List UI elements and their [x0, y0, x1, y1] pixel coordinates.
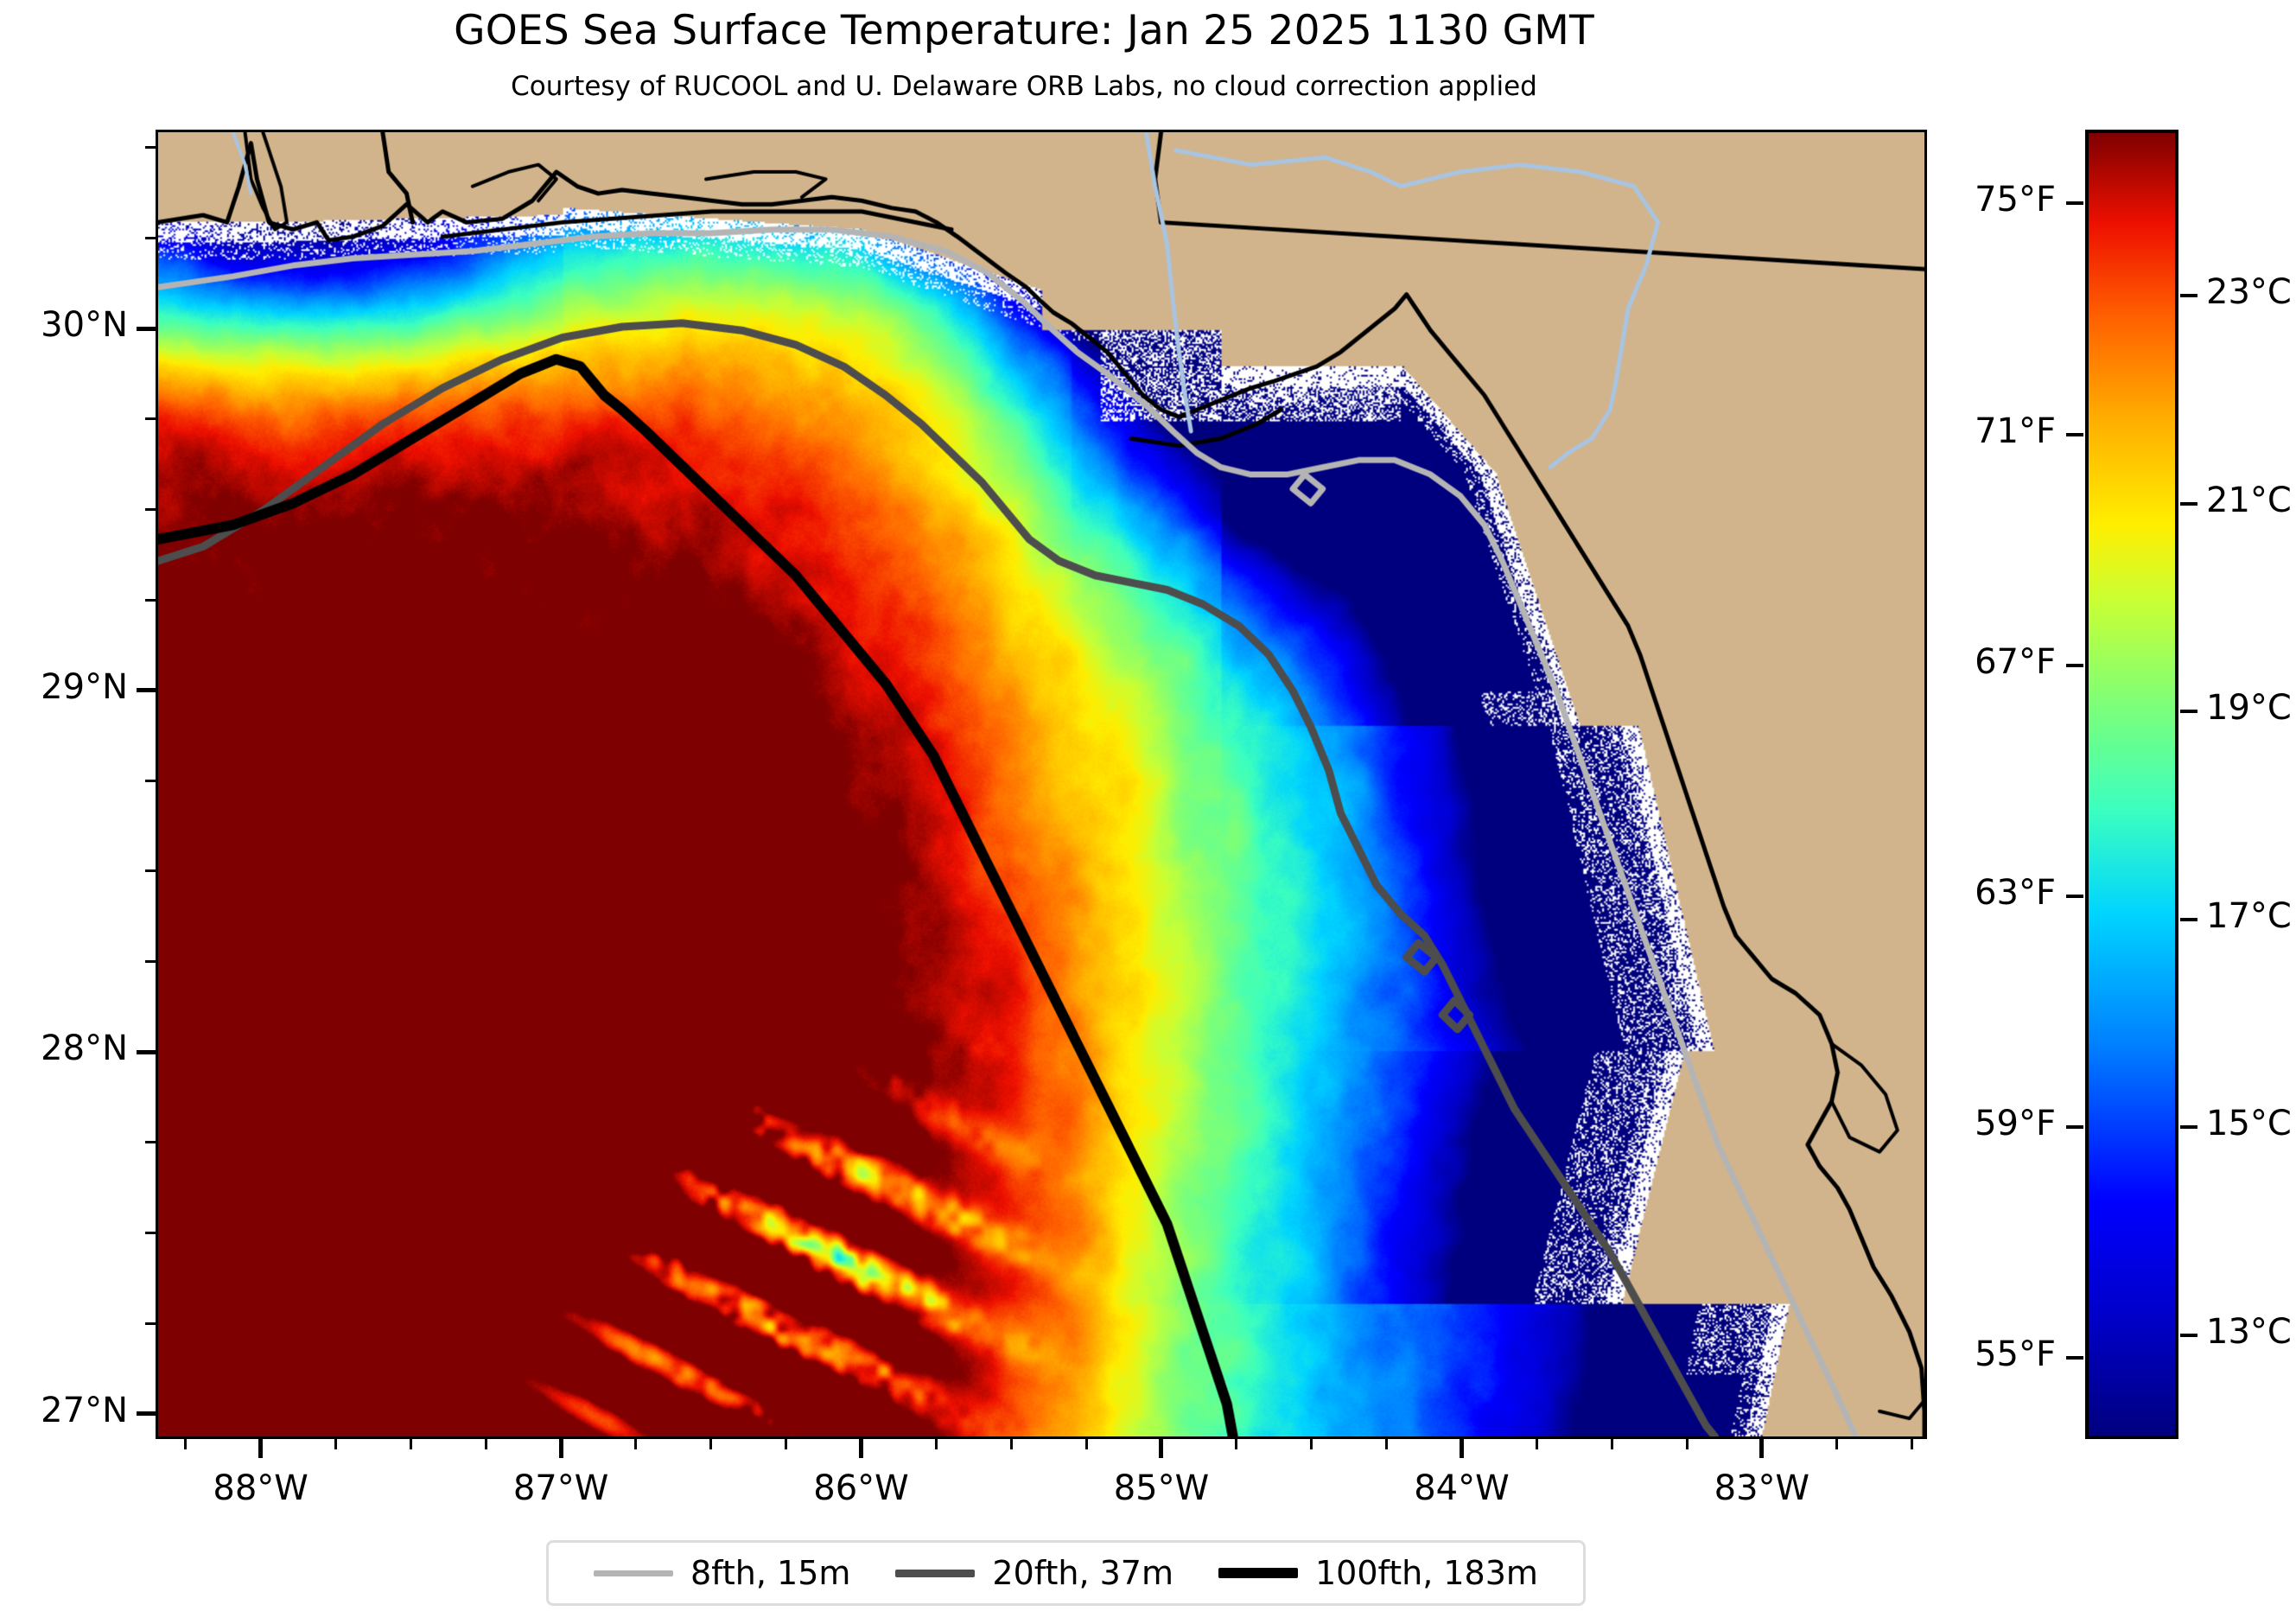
colorbar-fahrenheit-label: 59°F: [1975, 1104, 2056, 1144]
bathymetry-legend: 8fth, 15m 20fth, 37m 100fth, 183m: [546, 1540, 1586, 1606]
x-axis-minor-tick: [409, 1439, 412, 1449]
x-axis-minor-tick: [709, 1439, 713, 1449]
map-plot-area: [156, 130, 1927, 1439]
y-axis-label: 27°N: [41, 1390, 128, 1430]
x-axis-minor-tick: [1535, 1439, 1538, 1449]
legend-line-swatch: [895, 1569, 976, 1577]
x-axis-minor-tick: [184, 1439, 188, 1449]
y-axis-major-tick: [137, 326, 156, 331]
colorbar-fahrenheit-tick: [2066, 663, 2083, 667]
x-axis-major-tick: [859, 1439, 864, 1458]
colorbar-celsius-label: 23°C: [2206, 272, 2292, 313]
legend-label: 100fth, 183m: [1314, 1554, 1538, 1592]
x-axis-minor-tick: [1685, 1439, 1689, 1449]
y-axis-minor-tick: [145, 507, 156, 511]
colorbar-fahrenheit-label: 75°F: [1975, 180, 2056, 220]
x-axis-major-tick: [558, 1439, 563, 1458]
y-axis-minor-tick: [145, 960, 156, 964]
colorbar-celsius-tick: [2180, 501, 2197, 506]
colorbar-celsius-label: 13°C: [2206, 1311, 2292, 1352]
x-axis-major-tick: [1759, 1439, 1765, 1458]
colorbar-celsius-tick: [2180, 917, 2197, 921]
x-axis-minor-tick: [1385, 1439, 1389, 1449]
x-axis-minor-tick: [484, 1439, 487, 1449]
x-axis-minor-tick: [1835, 1439, 1839, 1449]
map-overlay-layer: [158, 132, 1924, 1436]
x-axis-minor-tick: [1310, 1439, 1313, 1449]
x-axis-minor-tick: [634, 1439, 638, 1449]
x-axis-label: 87°W: [512, 1468, 609, 1508]
y-axis-label: 30°N: [41, 305, 128, 346]
y-axis-minor-tick: [145, 417, 156, 421]
legend-item: 20fth, 37m: [895, 1554, 1173, 1592]
figure-title: GOES Sea Surface Temperature: Jan 25 202…: [454, 7, 1594, 54]
colorbar-fahrenheit-tick: [2066, 1125, 2083, 1130]
colorbar-celsius-label: 19°C: [2206, 688, 2292, 729]
colorbar-fahrenheit-tick: [2066, 201, 2083, 206]
y-axis-minor-tick: [145, 1141, 156, 1144]
y-axis-label: 29°N: [41, 666, 128, 707]
y-axis-major-tick: [137, 1411, 156, 1417]
x-axis-minor-tick: [934, 1439, 938, 1449]
colorbar-celsius-tick: [2180, 1333, 2197, 1337]
colorbar-celsius-tick: [2180, 1125, 2197, 1130]
colorbar-gradient: [2085, 130, 2178, 1439]
legend-label: 8fth, 15m: [690, 1554, 851, 1592]
colorbar-celsius-tick: [2180, 710, 2197, 714]
legend-line-swatch: [594, 1570, 673, 1576]
colorbar-fahrenheit-tick: [2066, 895, 2083, 899]
colorbar-fahrenheit-tick: [2066, 1356, 2083, 1360]
colorbar-fahrenheit-label: 63°F: [1975, 873, 2056, 914]
legend-line-swatch: [1218, 1568, 1298, 1578]
x-axis-minor-tick: [1009, 1439, 1013, 1449]
x-axis-minor-tick: [1911, 1439, 1914, 1449]
colorbar-fahrenheit-label: 55°F: [1975, 1334, 2056, 1375]
x-axis-label: 83°W: [1714, 1468, 1810, 1508]
x-axis-label: 85°W: [1113, 1468, 1210, 1508]
x-axis-minor-tick: [1610, 1439, 1613, 1449]
x-axis-major-tick: [1159, 1439, 1164, 1458]
x-axis-minor-tick: [1084, 1439, 1088, 1449]
x-axis-minor-tick: [785, 1439, 788, 1449]
colorbar-celsius-label: 21°C: [2206, 480, 2292, 520]
colorbar-celsius-tick: [2180, 294, 2197, 298]
x-axis-label: 84°W: [1414, 1468, 1510, 1508]
colorbar-fahrenheit-tick: [2066, 432, 2083, 436]
y-axis-minor-tick: [145, 1231, 156, 1234]
legend-label: 20fth, 37m: [992, 1554, 1173, 1592]
x-axis-minor-tick: [1235, 1439, 1238, 1449]
colorbar-fahrenheit-label: 71°F: [1975, 411, 2056, 451]
x-axis-major-tick: [1459, 1439, 1464, 1458]
y-axis-minor-tick: [145, 869, 156, 873]
legend-item: 8fth, 15m: [594, 1554, 850, 1592]
x-axis-label: 88°W: [213, 1468, 308, 1508]
colorbar: [2085, 130, 2178, 1439]
y-axis-major-tick: [137, 1049, 156, 1054]
y-axis-minor-tick: [145, 598, 156, 602]
y-axis-minor-tick: [145, 146, 156, 150]
y-axis-major-tick: [137, 688, 156, 693]
colorbar-celsius-label: 17°C: [2206, 895, 2292, 936]
colorbar-celsius-label: 15°C: [2206, 1104, 2292, 1144]
y-axis-label: 28°N: [41, 1029, 128, 1069]
legend-item: 100fth, 183m: [1218, 1554, 1538, 1592]
colorbar-fahrenheit-label: 67°F: [1975, 641, 2056, 682]
figure-subtitle: Courtesy of RUCOOL and U. Delaware ORB L…: [511, 71, 1537, 102]
x-axis-major-tick: [258, 1439, 264, 1458]
y-axis-minor-tick: [145, 779, 156, 782]
y-axis-minor-tick: [145, 1321, 156, 1325]
x-axis-minor-tick: [334, 1439, 337, 1449]
y-axis-minor-tick: [145, 237, 156, 240]
x-axis-label: 86°W: [813, 1468, 909, 1508]
